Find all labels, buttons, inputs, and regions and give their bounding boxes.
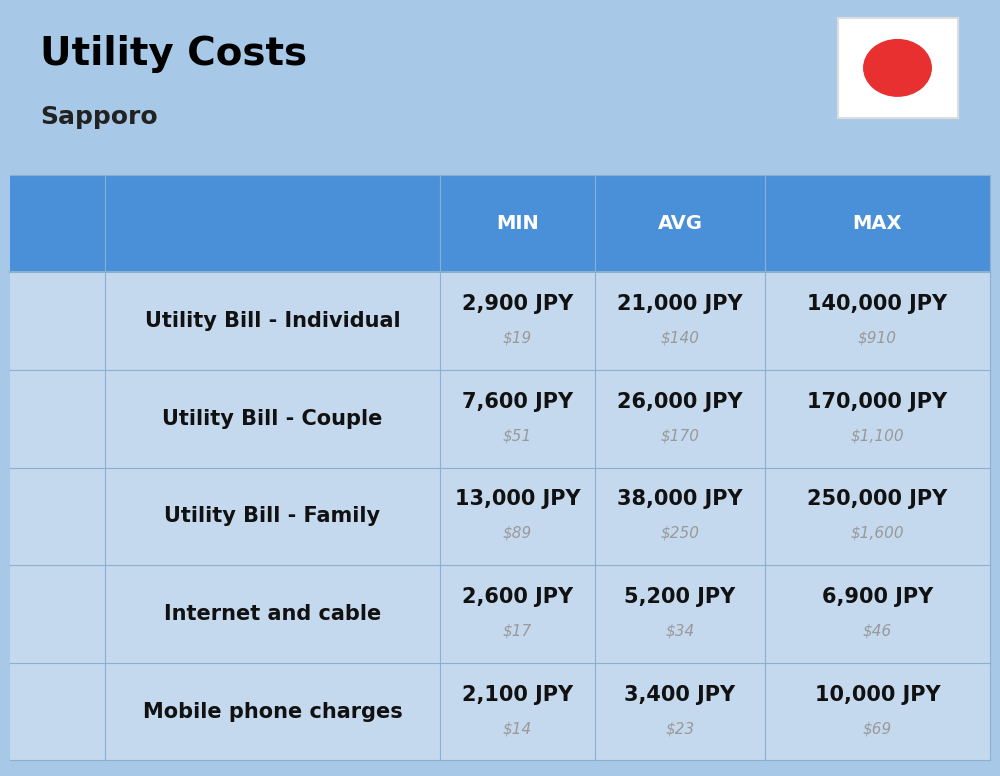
Text: 3,400 JPY: 3,400 JPY xyxy=(624,684,736,705)
Text: 2,900 JPY: 2,900 JPY xyxy=(462,294,573,314)
FancyBboxPatch shape xyxy=(58,703,68,710)
Text: Internet and cable: Internet and cable xyxy=(164,604,381,624)
Text: $1,600: $1,600 xyxy=(851,526,904,541)
Circle shape xyxy=(43,304,56,314)
FancyBboxPatch shape xyxy=(37,313,62,328)
Circle shape xyxy=(43,499,56,510)
Text: Utility Bill - Couple: Utility Bill - Couple xyxy=(162,409,383,428)
FancyBboxPatch shape xyxy=(60,426,79,438)
FancyBboxPatch shape xyxy=(39,691,76,733)
Text: Utility Bill - Individual: Utility Bill - Individual xyxy=(145,311,400,331)
Text: $17: $17 xyxy=(503,624,532,639)
Text: $19: $19 xyxy=(503,331,532,345)
FancyBboxPatch shape xyxy=(33,524,52,535)
Text: 2,100 JPY: 2,100 JPY xyxy=(462,684,573,705)
Text: $51: $51 xyxy=(503,428,532,443)
FancyBboxPatch shape xyxy=(46,712,56,719)
Text: $34: $34 xyxy=(665,624,695,639)
Text: $46: $46 xyxy=(863,624,892,639)
Text: AVG: AVG xyxy=(657,214,702,233)
Text: $23: $23 xyxy=(665,721,695,736)
Text: $14: $14 xyxy=(503,721,532,736)
Circle shape xyxy=(43,402,56,412)
Text: 26,000 JPY: 26,000 JPY xyxy=(617,392,743,411)
Text: $89: $89 xyxy=(503,526,532,541)
FancyBboxPatch shape xyxy=(60,328,79,340)
Circle shape xyxy=(864,40,931,96)
Text: MIN: MIN xyxy=(496,214,539,233)
Text: MAX: MAX xyxy=(853,214,902,233)
Text: Sapporo: Sapporo xyxy=(40,105,158,129)
Text: 10,000 JPY: 10,000 JPY xyxy=(815,684,940,705)
Text: Utility Bill - Family: Utility Bill - Family xyxy=(164,507,381,526)
Circle shape xyxy=(37,495,61,514)
Circle shape xyxy=(54,726,61,731)
FancyBboxPatch shape xyxy=(34,615,81,632)
Text: 6,900 JPY: 6,900 JPY xyxy=(822,587,933,607)
Text: $250: $250 xyxy=(660,526,699,541)
Text: 21,000 JPY: 21,000 JPY xyxy=(617,294,743,314)
Text: 5,200 JPY: 5,200 JPY xyxy=(624,587,736,607)
FancyBboxPatch shape xyxy=(60,524,79,535)
FancyBboxPatch shape xyxy=(37,508,62,524)
FancyBboxPatch shape xyxy=(33,426,52,438)
Circle shape xyxy=(37,397,61,416)
FancyBboxPatch shape xyxy=(45,699,70,726)
FancyBboxPatch shape xyxy=(46,703,56,710)
Text: 13,000 JPY: 13,000 JPY xyxy=(455,490,580,509)
FancyBboxPatch shape xyxy=(54,600,61,616)
FancyBboxPatch shape xyxy=(58,712,68,719)
FancyBboxPatch shape xyxy=(838,18,958,118)
FancyBboxPatch shape xyxy=(33,328,52,340)
Text: 170,000 JPY: 170,000 JPY xyxy=(807,392,948,411)
Text: Mobile phone charges: Mobile phone charges xyxy=(143,702,402,722)
Text: $69: $69 xyxy=(863,721,892,736)
Text: $1,100: $1,100 xyxy=(851,428,904,443)
Circle shape xyxy=(37,300,61,318)
Text: 2,600 JPY: 2,600 JPY xyxy=(462,587,573,607)
Text: 250,000 JPY: 250,000 JPY xyxy=(807,490,948,509)
Text: 140,000 JPY: 140,000 JPY xyxy=(807,294,948,314)
Text: $910: $910 xyxy=(858,331,897,345)
Text: 38,000 JPY: 38,000 JPY xyxy=(617,490,743,509)
Text: $170: $170 xyxy=(660,428,699,443)
Text: Utility Costs: Utility Costs xyxy=(40,35,307,73)
FancyBboxPatch shape xyxy=(37,411,62,426)
Text: 7,600 JPY: 7,600 JPY xyxy=(462,392,573,411)
Text: $140: $140 xyxy=(660,331,699,345)
